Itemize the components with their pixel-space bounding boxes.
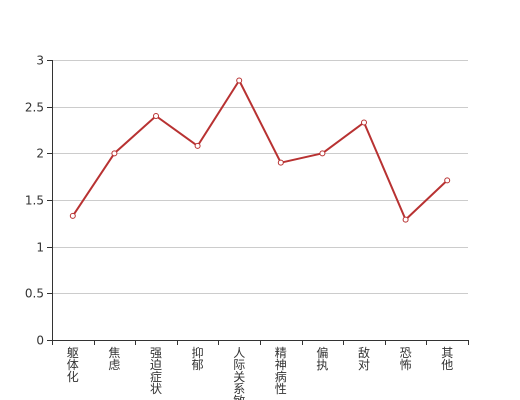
x-tick-label: 恐怖 [400,346,412,372]
series-line [71,79,448,221]
data-point[interactable] [236,77,243,84]
data-point[interactable] [111,150,118,157]
data-point[interactable] [361,119,367,126]
data-point[interactable] [194,142,201,149]
y-tick-label: 1 [36,241,44,255]
x-tick-label: 躯体化 [67,345,79,384]
series-layer [69,77,451,223]
x-tick-label: 偏执 [316,345,328,372]
y-tick-label: 0.5 [25,287,44,301]
x-tick-label: 强迫症状 [150,346,162,396]
x-tick-label: 精神病性 [275,346,287,396]
data-point[interactable] [402,216,409,223]
x-tick-label: 焦虑 [108,346,120,372]
data-point[interactable] [444,177,451,184]
y-tick-label: 2.5 [25,101,44,115]
data-point[interactable] [69,212,76,219]
y-tick-label: 3 [36,54,44,68]
y-tick-label: 2 [36,147,44,161]
y-axis: 0 0.5 1 1.5 2 2.5 3 [25,54,53,348]
x-tick-label: 人际关系敏感 [233,346,245,400]
x-tick-label: 敌对 [358,345,370,372]
grid-lines [52,60,468,294]
y-tick-label: 0 [36,334,44,348]
y-tick-label: 1.5 [25,194,44,208]
x-tick-label: 抑郁 [192,345,204,372]
x-tick-label: 其他 [441,346,453,372]
x-axis: 躯体化 焦虑 强迫症状 抑郁 人际关系敏感 精神病性 偏执 敌对 恐怖 其他 [52,340,469,400]
data-point[interactable] [153,113,159,119]
data-point[interactable] [277,159,284,166]
data-point[interactable] [319,150,326,157]
